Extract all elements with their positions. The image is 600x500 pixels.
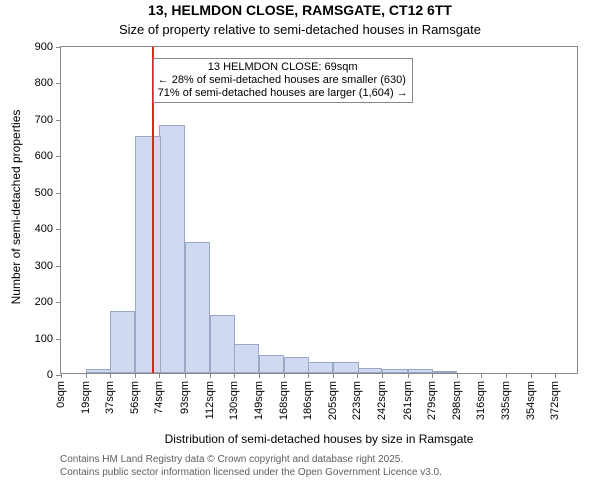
x-tick [432,373,433,378]
x-tick-label: 298sqm [451,381,463,420]
x-tick [555,373,556,378]
y-tick [56,229,61,230]
x-tick [457,373,458,378]
y-tick [56,339,61,340]
y-tick [56,83,61,84]
histogram-bar [135,136,160,373]
y-tick [56,266,61,267]
y-tick-label: 200 [35,296,53,308]
title-line-1: 13, HELMDON CLOSE, RAMSGATE, CT12 6TT [0,2,600,18]
x-tick [284,373,285,378]
x-tick-label: 130sqm [228,381,240,420]
title-line-2: Size of property relative to semi-detach… [0,22,600,37]
histogram-bar [432,371,457,373]
histogram-bar [408,369,433,373]
x-tick-label: 74sqm [153,381,165,414]
histogram-bar [234,344,259,373]
histogram-bar [259,355,284,373]
x-tick-label: 205sqm [327,381,339,420]
x-tick [506,373,507,378]
x-tick [382,373,383,378]
y-tick-label: 500 [35,187,53,199]
y-tick-label: 600 [35,150,53,162]
x-tick-label: 372sqm [549,381,561,420]
x-tick-label: 354sqm [525,381,537,420]
x-tick-label: 93sqm [179,381,191,414]
x-tick [357,373,358,378]
x-tick [110,373,111,378]
credits-line-1: Contains HM Land Registry data © Crown c… [60,454,442,467]
x-tick-label: 168sqm [278,381,290,420]
annotation-line-1: 13 HELMDON CLOSE: 69sqm [158,61,408,74]
y-tick-label: 100 [35,333,53,345]
histogram-bar [110,311,135,373]
x-tick-label: 19sqm [80,381,92,414]
histogram-bar [159,125,184,373]
annotation-line-3: 71% of semi-detached houses are larger (… [158,87,408,100]
histogram-bar [210,315,235,373]
x-tick-label: 149sqm [253,381,265,420]
x-tick [481,373,482,378]
y-tick-label: 900 [35,41,53,53]
x-tick [185,373,186,378]
histogram-bar [308,362,333,373]
y-axis-label: Number of semi-detached properties [9,87,23,327]
y-tick-label: 400 [35,223,53,235]
annotation-line-2: ← 28% of semi-detached houses are smalle… [158,74,408,87]
x-tick [159,373,160,378]
x-axis-label: Distribution of semi-detached houses by … [60,432,578,446]
x-tick-label: 242sqm [376,381,388,420]
x-tick-label: 186sqm [302,381,314,420]
x-tick [308,373,309,378]
x-tick [531,373,532,378]
histogram-bar [333,362,358,373]
x-tick-label: 316sqm [475,381,487,420]
histogram-bar [357,368,382,373]
x-tick [408,373,409,378]
x-tick-label: 335sqm [500,381,512,420]
y-tick-label: 0 [47,369,53,381]
x-tick-label: 279sqm [426,381,438,420]
annotation-box: 13 HELMDON CLOSE: 69sqm ← 28% of semi-de… [153,58,413,104]
chart-container: 13, HELMDON CLOSE, RAMSGATE, CT12 6TT Si… [0,0,600,500]
x-tick [259,373,260,378]
y-tick [56,156,61,157]
x-tick-label: 37sqm [104,381,116,414]
y-tick [56,302,61,303]
x-tick [210,373,211,378]
y-tick [56,193,61,194]
histogram-bar [185,242,210,373]
histogram-bar [382,369,407,373]
credits-text: Contains HM Land Registry data © Crown c… [60,454,442,479]
y-tick-label: 700 [35,114,53,126]
credits-line-2: Contains public sector information licen… [60,467,442,480]
x-tick [333,373,334,378]
y-tick [56,120,61,121]
y-tick-label: 800 [35,77,53,89]
y-tick-label: 300 [35,260,53,272]
histogram-bar [284,357,309,373]
x-tick [61,373,62,378]
x-tick-label: 0sqm [55,381,67,408]
x-tick-label: 112sqm [204,381,216,419]
x-tick-label: 261sqm [402,381,414,420]
y-tick [56,47,61,48]
histogram-bar [86,369,111,373]
plot-area: 13 HELMDON CLOSE: 69sqm ← 28% of semi-de… [60,46,578,374]
x-tick [135,373,136,378]
x-tick-label: 223sqm [351,381,363,420]
x-tick-label: 56sqm [129,381,141,414]
x-tick [234,373,235,378]
x-tick [86,373,87,378]
